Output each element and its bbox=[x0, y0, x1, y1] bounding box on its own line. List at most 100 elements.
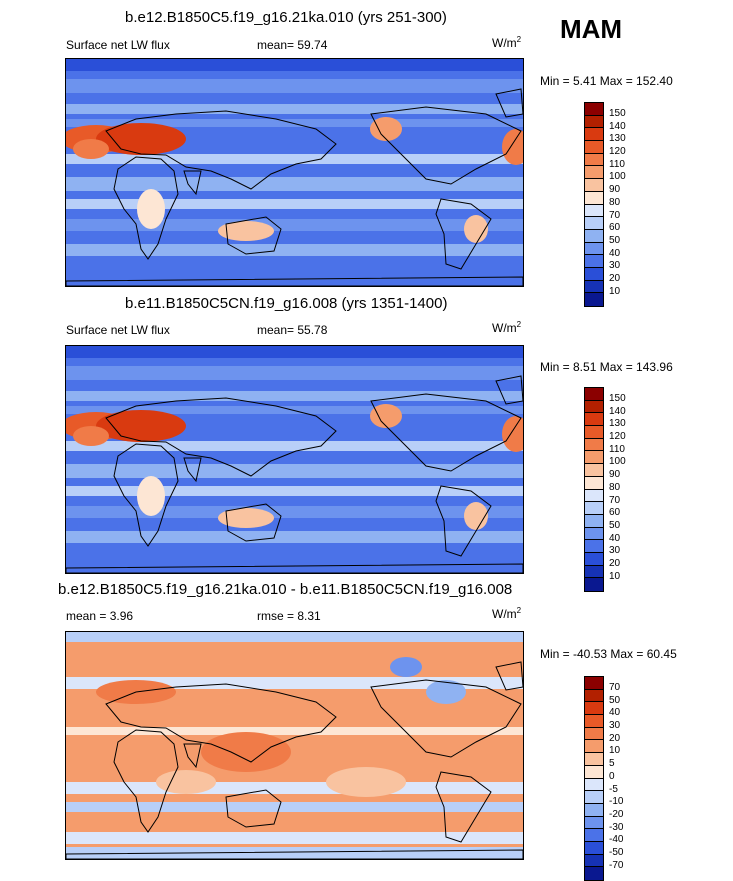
coastline bbox=[370, 106, 522, 185]
colorbar-tick-label: 20 bbox=[609, 732, 621, 744]
field-anomaly bbox=[156, 770, 216, 794]
units-text: W/m bbox=[492, 607, 517, 621]
field-band bbox=[66, 782, 523, 794]
colorbar-tick-label: 100 bbox=[609, 171, 626, 183]
colorbar-tick-label: 80 bbox=[609, 481, 621, 493]
field-band bbox=[66, 177, 523, 191]
coastline bbox=[183, 170, 202, 196]
coastline bbox=[370, 393, 522, 472]
colorbar-swatch bbox=[585, 128, 603, 142]
field-anomaly bbox=[218, 221, 274, 241]
colorbar-tick-label: 50 bbox=[609, 694, 621, 706]
colorbar-swatch bbox=[585, 267, 603, 281]
colorbar-tick-label: 70 bbox=[609, 682, 621, 693]
map-background bbox=[66, 632, 523, 859]
colorbar-swatch bbox=[585, 438, 603, 452]
colorbar-tick-label: 70 bbox=[609, 494, 621, 506]
colorbar-tick-label: 40 bbox=[609, 707, 621, 719]
panel-1-units: W/m2 bbox=[492, 35, 521, 50]
colorbar-tick-label: 130 bbox=[609, 133, 626, 145]
colorbar-tick-label: 30 bbox=[609, 260, 621, 272]
field-band bbox=[66, 366, 523, 380]
colorbar-swatch bbox=[585, 765, 603, 779]
colorbar-tick-label: 150 bbox=[609, 108, 626, 119]
colorbar-tick-label: 50 bbox=[609, 234, 621, 246]
units-exponent: 2 bbox=[516, 35, 522, 44]
field-band bbox=[66, 802, 523, 812]
colorbar-tick-label: -5 bbox=[609, 783, 618, 795]
panel-3-colorbar-labels: 70 50 40 30 20 10 5 0 -5 -10 -20 -30 -40 -50 -70 bbox=[609, 676, 624, 871]
colorbar-tick-label: 150 bbox=[609, 393, 626, 404]
coastline bbox=[183, 457, 202, 483]
units-text: W/m bbox=[492, 321, 517, 335]
coastline bbox=[113, 156, 179, 260]
panel-3-map bbox=[65, 631, 524, 860]
field-anomaly bbox=[201, 732, 291, 772]
colorbar-tick-label: 140 bbox=[609, 405, 626, 417]
panel-3-min-max: Min = -40.53 Max = 60.45 bbox=[540, 647, 677, 661]
field-band bbox=[66, 486, 523, 496]
units-text: W/m bbox=[492, 36, 517, 50]
colorbar-swatch bbox=[585, 502, 603, 515]
field-anomaly bbox=[502, 129, 523, 165]
coastline bbox=[105, 397, 337, 477]
colorbar-swatch bbox=[585, 816, 603, 830]
field-band bbox=[66, 59, 523, 71]
colorbar-tick-label: -40 bbox=[609, 834, 624, 846]
colorbar-swatch bbox=[585, 464, 603, 477]
colorbar-tick-label: -50 bbox=[609, 846, 624, 858]
field-anomaly bbox=[137, 189, 165, 229]
panel-2-units: W/m2 bbox=[492, 320, 521, 335]
colorbar-tick-label: -10 bbox=[609, 796, 624, 808]
colorbar-swatch bbox=[585, 115, 603, 129]
field-anomaly bbox=[73, 139, 109, 159]
coastline bbox=[66, 563, 523, 573]
coastline bbox=[495, 88, 523, 118]
field-anomaly bbox=[370, 117, 402, 141]
colorbar-tick-label: 10 bbox=[609, 285, 621, 297]
colorbar-swatch bbox=[585, 229, 603, 243]
colorbar-swatch bbox=[585, 153, 603, 167]
panel-3-colorbar bbox=[584, 676, 604, 881]
colorbar-tick-label: 90 bbox=[609, 184, 621, 196]
field-band bbox=[66, 677, 523, 689]
colorbar-swatch bbox=[585, 715, 603, 728]
field-band bbox=[66, 199, 523, 209]
colorbar-tick-label: 140 bbox=[609, 120, 626, 132]
coastline bbox=[113, 729, 179, 833]
field-anomaly bbox=[137, 476, 165, 516]
field-band bbox=[66, 104, 523, 114]
colorbar-swatch bbox=[585, 166, 603, 180]
colorbar-swatch bbox=[585, 204, 603, 218]
field-band bbox=[66, 632, 523, 642]
coastline bbox=[66, 849, 523, 859]
field-band bbox=[66, 244, 523, 256]
field-band bbox=[66, 406, 523, 414]
field-anomaly bbox=[73, 426, 109, 446]
colorbar-swatch bbox=[585, 867, 603, 880]
colorbar-tick-label: 10 bbox=[609, 745, 621, 757]
field-band bbox=[66, 154, 523, 164]
field-anomaly bbox=[464, 502, 488, 530]
colorbar-tick-label: 80 bbox=[609, 196, 621, 208]
panel-3-rmse-label: rmse = 8.31 bbox=[257, 609, 321, 623]
colorbar-tick-label: 60 bbox=[609, 222, 621, 234]
panel-2-variable-label: Surface net LW flux bbox=[66, 323, 170, 337]
field-band bbox=[66, 264, 523, 274]
colorbar-tick-label: 130 bbox=[609, 418, 626, 430]
coastline bbox=[495, 375, 523, 405]
coastline bbox=[66, 276, 523, 286]
colorbar-swatch bbox=[585, 578, 603, 591]
panel-3-mean-label: mean = 3.96 bbox=[66, 609, 134, 623]
colorbar-tick-label: 30 bbox=[609, 720, 621, 732]
field-band bbox=[66, 79, 523, 93]
panel-2-colorbar-labels: 150 140 130 120 110 100 90 80 70 60 50 40 30 20 10 bbox=[609, 387, 626, 582]
colorbar-swatch bbox=[585, 727, 603, 741]
coastline bbox=[435, 198, 492, 270]
colorbar-swatch bbox=[585, 702, 603, 716]
coastline bbox=[225, 503, 282, 542]
colorbar-swatch bbox=[585, 489, 603, 503]
panel-2-min-max: Min = 8.51 Max = 143.96 bbox=[540, 360, 673, 374]
colorbar-tick-label: 110 bbox=[609, 158, 625, 170]
field-anomaly bbox=[370, 404, 402, 428]
